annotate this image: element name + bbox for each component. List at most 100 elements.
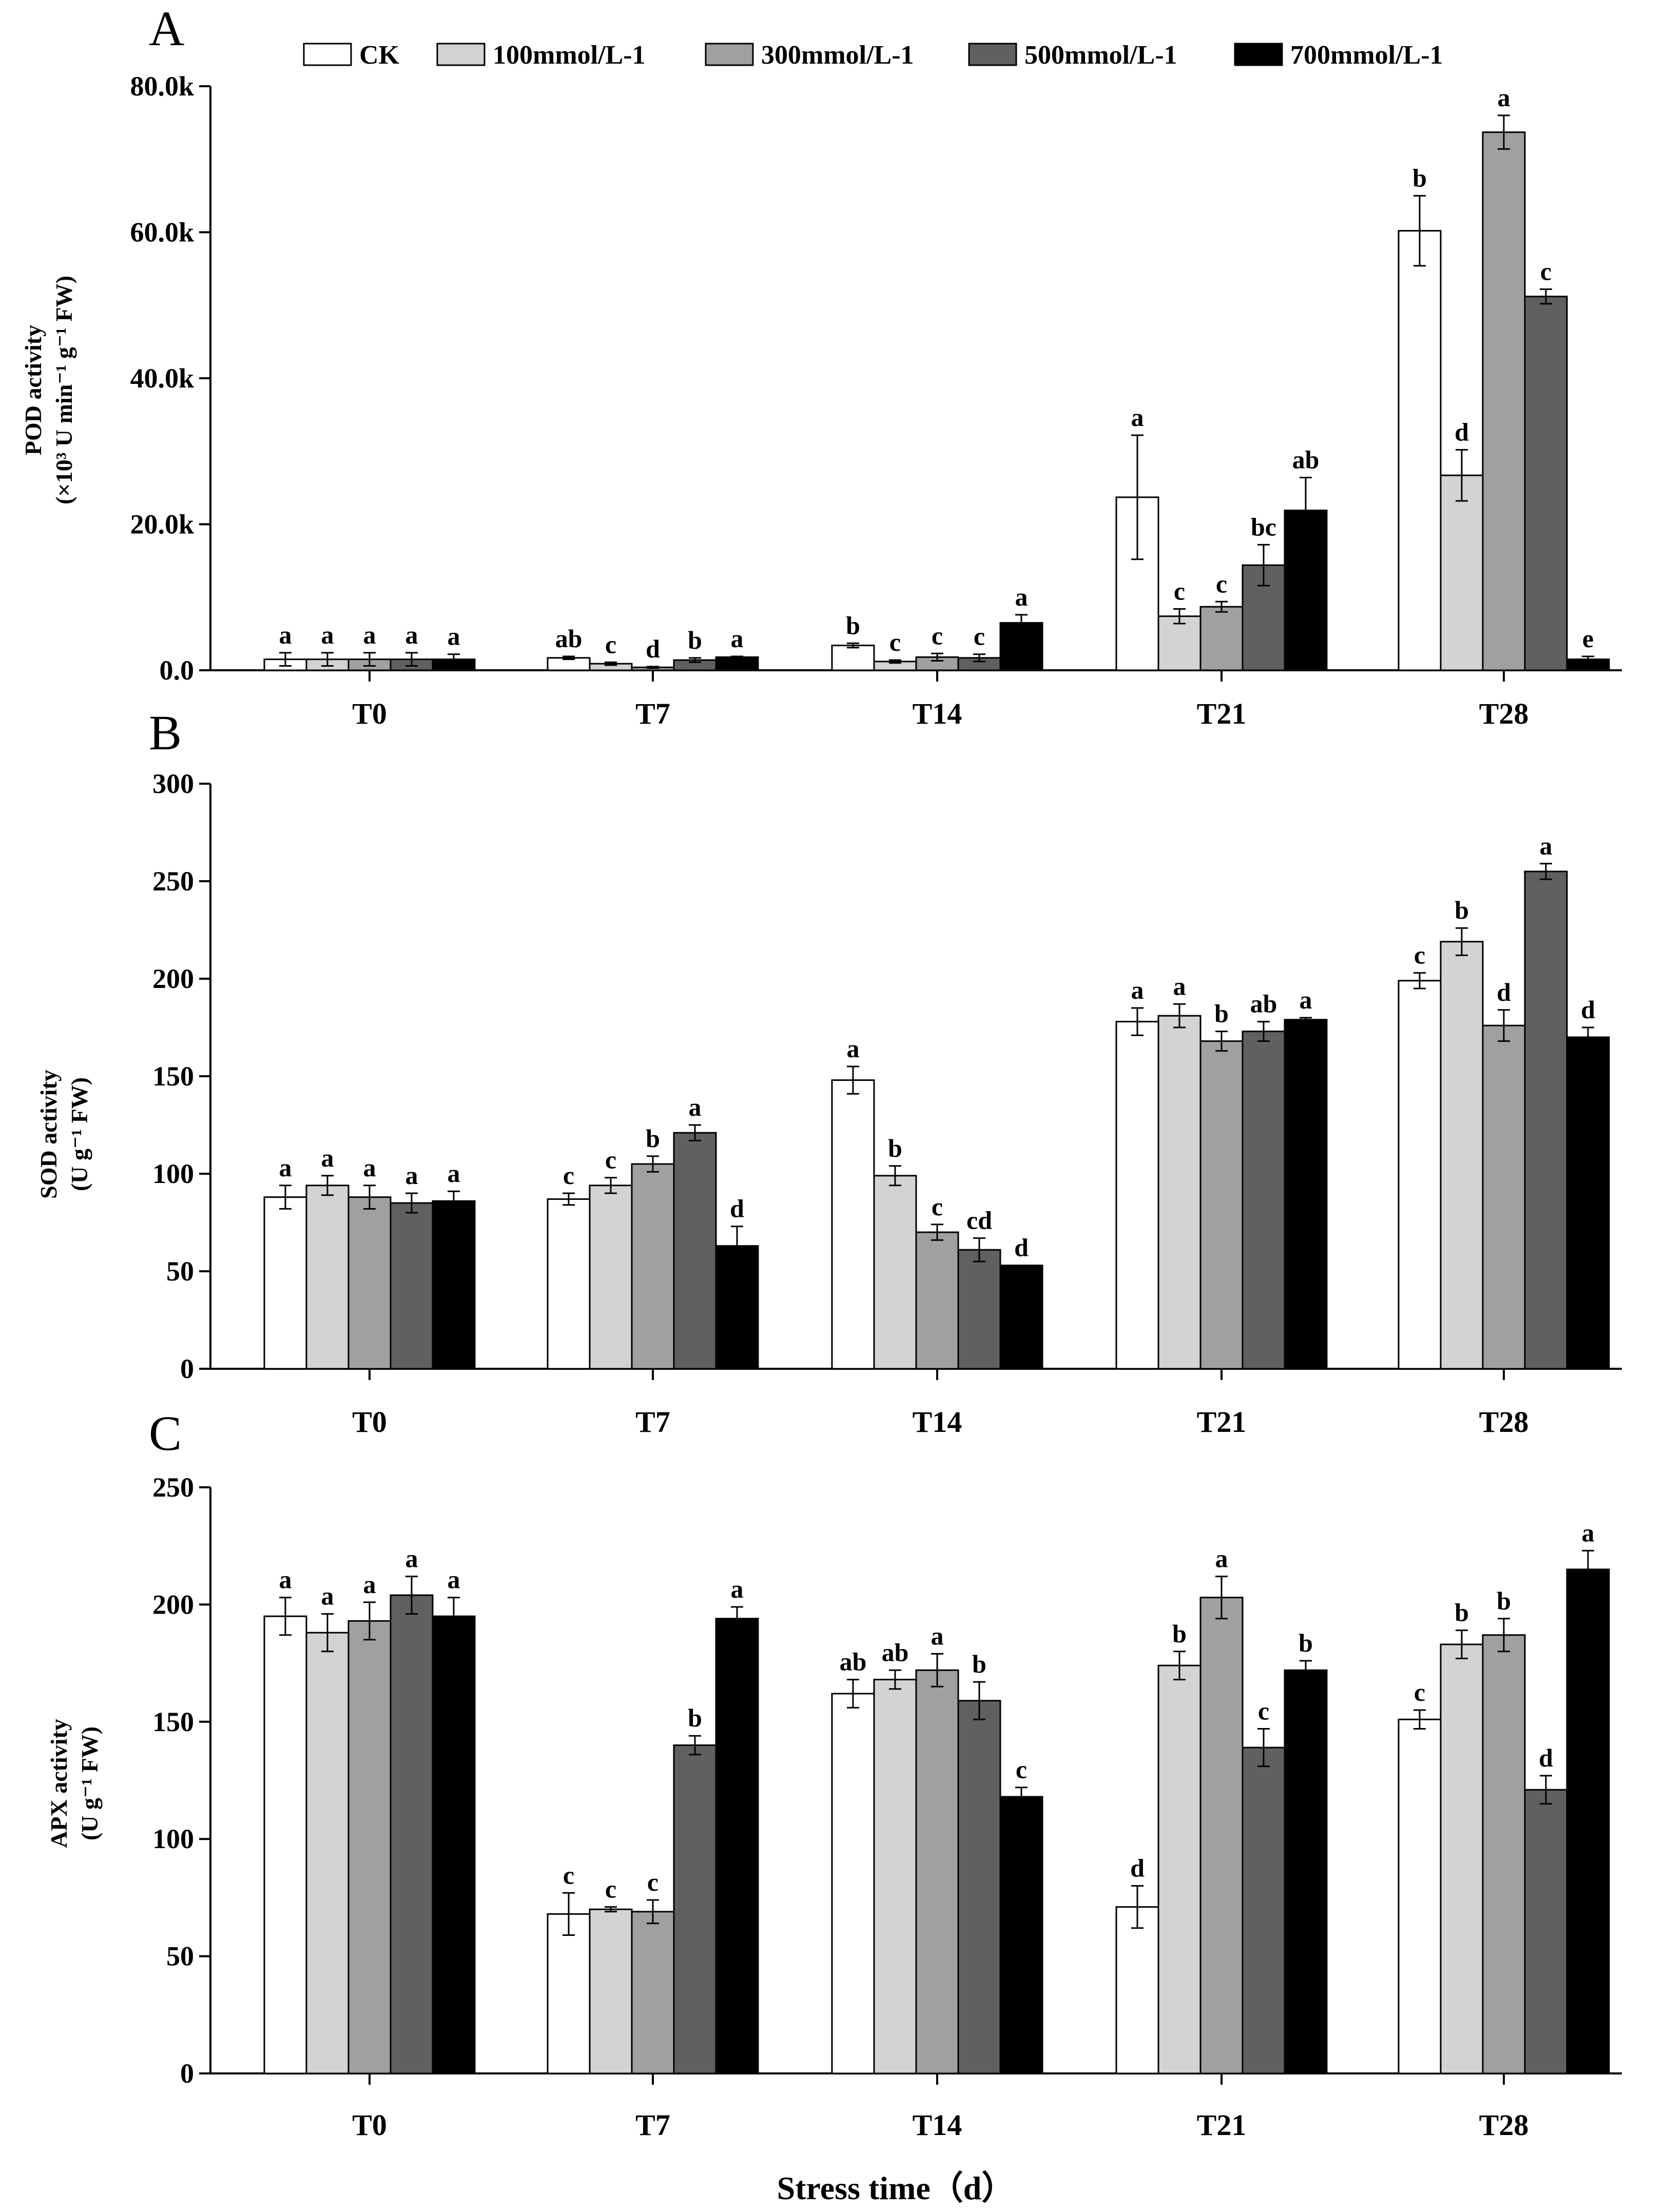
y-tick-label: 200 (152, 963, 194, 994)
significance-letter: a (448, 622, 460, 651)
y-tick-label: 50 (166, 1256, 194, 1287)
x-tick-label: T7 (635, 2108, 670, 2142)
x-tick-label: T0 (352, 697, 387, 730)
bar (1115, 1906, 1159, 2074)
x-tick-label: T28 (1479, 1405, 1529, 1439)
x-tick-label: T0 (352, 2108, 387, 2142)
y-tick-label: 100 (152, 1823, 194, 1854)
bar (1398, 1718, 1442, 2074)
significance-letter: c (563, 1161, 574, 1190)
bar (390, 1594, 434, 2074)
y-tick-label: 20.0k (130, 509, 194, 540)
significance-letter: a (1300, 985, 1312, 1014)
significance-letter: a (321, 1143, 334, 1172)
significance-letter: a (689, 1093, 702, 1121)
significance-letter: e (1582, 624, 1594, 653)
significance-letter: cd (966, 1206, 992, 1234)
significance-letter: a (279, 1153, 292, 1182)
bar (390, 1202, 434, 1370)
bar (1199, 606, 1244, 671)
y-tick-label: 0.0 (160, 655, 195, 686)
significance-letter: b (688, 1703, 702, 1732)
bar (831, 1079, 875, 1370)
y-tick-label: 40.0k (130, 363, 194, 394)
bar (873, 1175, 917, 1370)
x-tick-label: T14 (913, 697, 962, 730)
significance-letter: c (1016, 1755, 1027, 1784)
y-tick-label: 250 (152, 866, 194, 897)
significance-letter: c (1414, 941, 1425, 969)
bar (1398, 230, 1442, 671)
significance-letter: a (405, 1161, 418, 1190)
bar (673, 1132, 717, 1370)
y-tick-label: 250 (152, 1472, 194, 1503)
x-tick-label: T0 (352, 1405, 387, 1439)
x-tick-label: T7 (635, 697, 670, 730)
significance-letter: c (605, 630, 616, 658)
significance-letter: c (605, 1875, 616, 1904)
significance-letter: b (1497, 1586, 1511, 1615)
bar (1440, 1643, 1484, 2074)
significance-letter: a (1540, 831, 1553, 860)
significance-letter: d (1581, 995, 1595, 1024)
significance-letter: a (405, 620, 418, 649)
significance-letter: c (889, 628, 901, 656)
bar (1115, 1021, 1159, 1370)
significance-letter: b (1214, 999, 1229, 1028)
x-tick-label: T14 (913, 2108, 962, 2142)
significance-letter: b (646, 1124, 660, 1153)
bar (547, 1198, 591, 1370)
significance-letter: a (279, 620, 292, 649)
bar (1199, 1597, 1244, 2074)
legend-swatch-700 (1234, 43, 1283, 66)
pod-ylabel-line2: (×10³ U min⁻¹ g⁻¹ FW) (51, 276, 77, 505)
significance-letter: b (1299, 1628, 1313, 1657)
significance-letter: d (730, 1194, 744, 1223)
x-axis-title: Stress time（d） (777, 2170, 1015, 2206)
bar (589, 1185, 633, 1370)
significance-letter: b (1412, 163, 1427, 192)
significance-letter: b (972, 1650, 986, 1678)
significance-letter: a (1131, 976, 1144, 1004)
x-tick-label: T28 (1479, 697, 1529, 730)
x-tick-label: T28 (1479, 2108, 1529, 2142)
bar (1398, 980, 1442, 1370)
apx-ylabel-line1: APX activity (46, 1719, 72, 1848)
bar (432, 1615, 476, 2074)
bar (957, 1700, 1001, 2074)
significance-letter: ab (882, 1638, 909, 1666)
significance-letter: a (1131, 403, 1144, 432)
significance-letter: ab (1292, 445, 1320, 474)
significance-letter: b (846, 611, 860, 639)
panel-letter-b: B (149, 705, 182, 760)
legend-label-700: 700mmol/L-1 (1290, 41, 1443, 70)
significance-letter: a (279, 1565, 292, 1594)
sod-ylabel-line2: (U g⁻¹ FW) (66, 1077, 92, 1191)
significance-letter: b (688, 626, 702, 654)
bar (1482, 131, 1526, 671)
significance-letter: a (448, 1565, 460, 1594)
significance-letter: a (1173, 972, 1186, 1000)
bar (263, 1615, 307, 2074)
significance-letter: d (1130, 1854, 1145, 1883)
significance-letter: c (1540, 257, 1552, 285)
legend-label-500: 500mmol/L-1 (1024, 41, 1177, 70)
significance-letter: c (647, 1868, 658, 1896)
significance-letter: c (1258, 1697, 1269, 1725)
significance-letter: c (974, 622, 985, 651)
significance-letter: d (1455, 417, 1469, 446)
bar (915, 1231, 959, 1370)
x-tick-label: T7 (635, 1405, 670, 1439)
bar (432, 1200, 476, 1370)
bar (1157, 1015, 1202, 1370)
bar (831, 645, 875, 671)
bar (305, 1185, 350, 1370)
bar (1199, 1040, 1244, 1370)
bar (1157, 1664, 1202, 2074)
bar (1440, 474, 1484, 671)
legend: CK 100mmol/L-1 300mmol/L-1 500mmol/L-1 7… (303, 41, 1443, 70)
significance-letter: a (1498, 83, 1510, 112)
sod-ylabel-line1: SOD activity (35, 1070, 62, 1199)
